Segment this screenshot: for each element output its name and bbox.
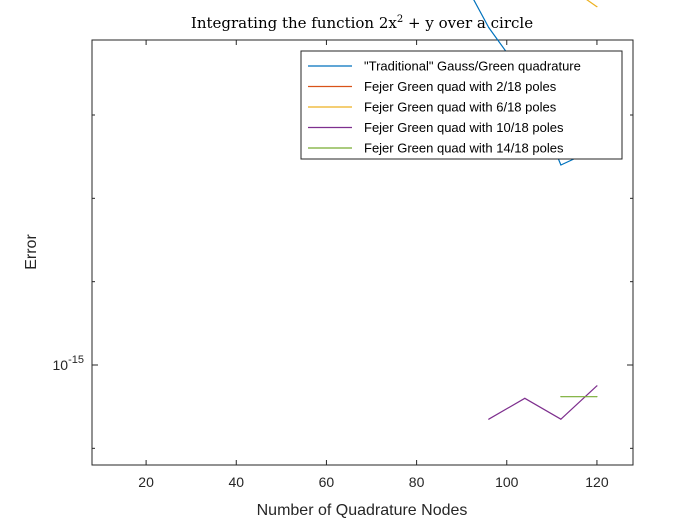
legend-entry: Fejer Green quad with 2/18 poles xyxy=(364,79,557,94)
data-point xyxy=(560,396,562,398)
x-tick-label: 40 xyxy=(228,474,244,490)
x-tick-label: 80 xyxy=(409,474,425,490)
x-axis-label: Number of Quadrature Nodes xyxy=(257,502,468,519)
data-point xyxy=(596,385,598,387)
series-line-4 xyxy=(488,385,598,420)
data-point xyxy=(524,397,526,399)
x-tick-label: 20 xyxy=(138,474,154,490)
x-tick-label: 60 xyxy=(319,474,335,490)
data-point xyxy=(596,396,598,398)
data-point xyxy=(488,26,490,29)
y-tick-label: 10-15 xyxy=(53,354,84,373)
legend-entry: Fejer Green quad with 6/18 poles xyxy=(364,100,557,115)
x-tick-label: 100 xyxy=(495,474,519,490)
legend-entry: "Traditional" Gauss/Green quadrature xyxy=(364,59,581,74)
legend-entry: Fejer Green quad with 10/18 poles xyxy=(364,120,564,135)
y-axis: 10-510-1010-15 xyxy=(53,114,633,449)
x-axis: 20 40 60 80 100 120 xyxy=(138,40,609,490)
x-tick-label: 120 xyxy=(585,474,609,490)
data-point xyxy=(560,164,562,166)
legend-entry: Fejer Green quad with 14/18 poles xyxy=(364,141,564,156)
data-point xyxy=(488,418,490,420)
legend-box xyxy=(300,50,623,160)
data-point xyxy=(560,418,562,420)
data-point xyxy=(596,6,598,8)
chart-title: Integrating the function 2x2 + y over a … xyxy=(191,14,533,32)
legend: "Traditional" Gauss/Green quadrature Feje… xyxy=(300,50,623,160)
y-axis-label: Error xyxy=(23,234,40,270)
